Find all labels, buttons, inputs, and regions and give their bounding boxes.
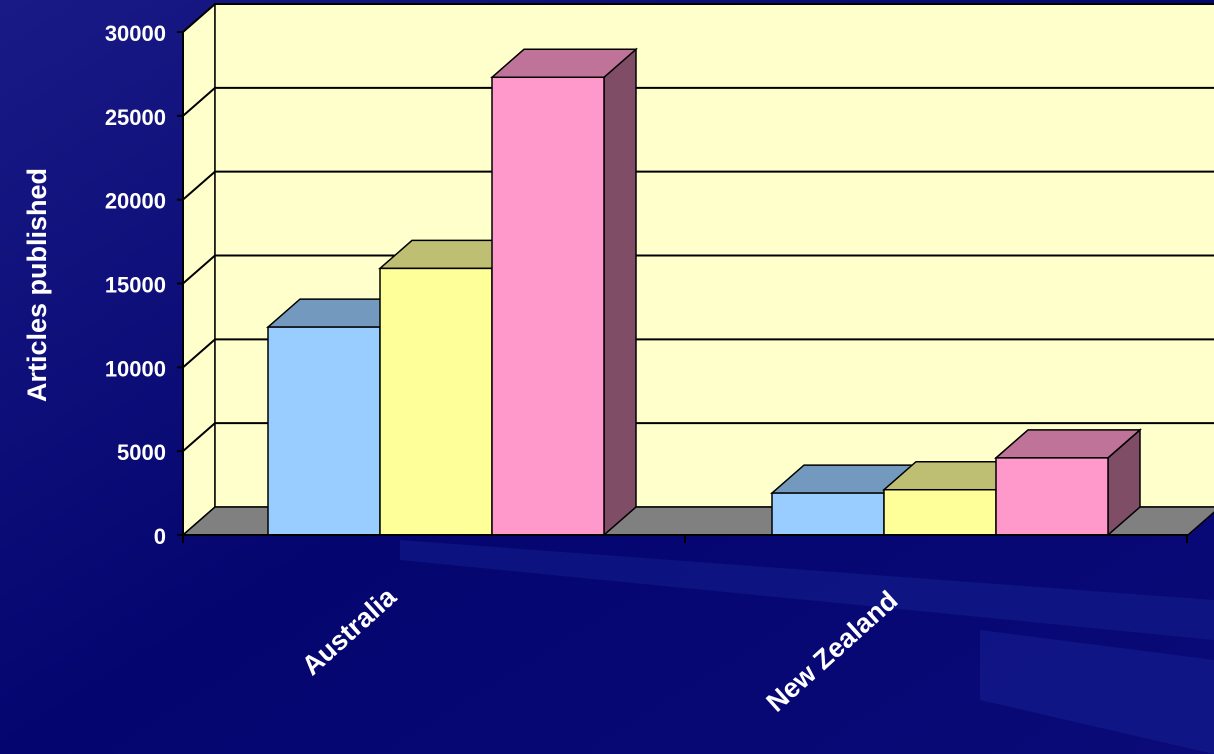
- y-tick-label: 25000: [105, 105, 166, 130]
- bar-australia-3: [490, 47, 638, 537]
- bars: [266, 47, 1142, 537]
- bar-front: [883, 488, 997, 536]
- background-sweep: [980, 630, 1214, 754]
- gridline: [182, 3, 1214, 33]
- gridline: [182, 338, 1214, 369]
- bar-front: [491, 76, 605, 536]
- bar-front: [267, 326, 381, 536]
- gridlines: [182, 3, 1214, 452]
- y-axis: [177, 31, 1188, 543]
- y-tick-label: 30000: [105, 21, 166, 46]
- y-tick-label: 15000: [105, 273, 166, 298]
- gridline: [182, 170, 1214, 201]
- bar-front: [379, 267, 493, 536]
- bar-front: [771, 492, 885, 536]
- background-sweep: [400, 540, 1214, 640]
- gridline: [182, 86, 1214, 117]
- bar-new-zealand-3: [994, 428, 1142, 537]
- bar-front: [995, 457, 1109, 536]
- bar-side: [603, 47, 637, 537]
- y-tick-label: 10000: [105, 356, 166, 381]
- y-tick-labels: 0 5000 10000 15000 20000 25000 30000: [105, 21, 166, 549]
- y-axis-label: Articles published: [22, 168, 52, 402]
- y-tick-label: 0: [154, 524, 166, 549]
- y-tick-label: 5000: [117, 440, 166, 465]
- gridline: [182, 254, 1214, 285]
- gridline: [182, 422, 1214, 452]
- y-tick-label: 20000: [105, 189, 166, 214]
